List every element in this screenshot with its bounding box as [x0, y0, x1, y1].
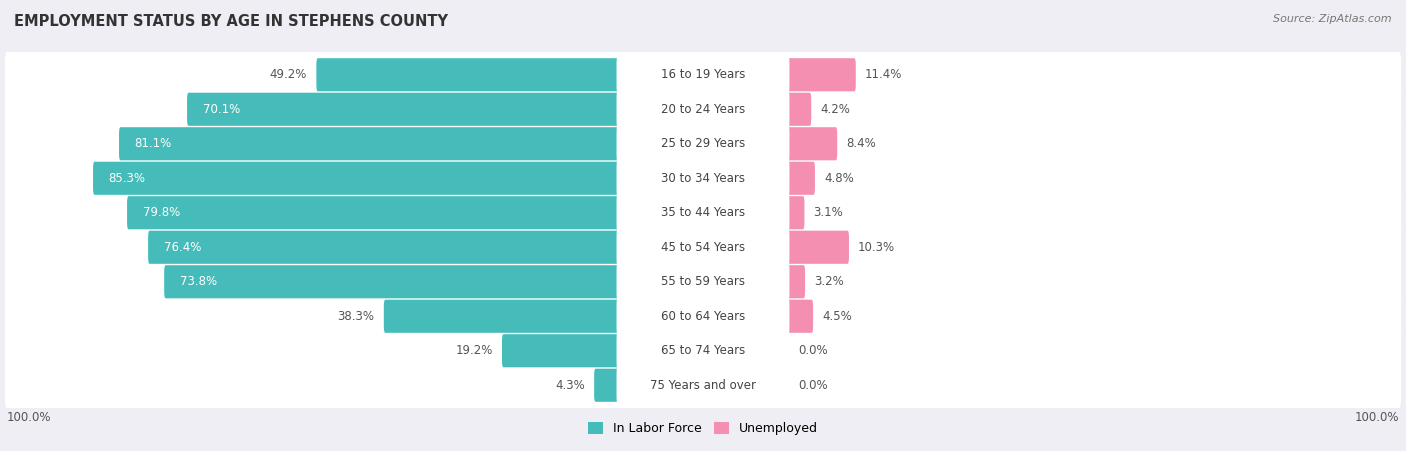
Text: 65 to 74 Years: 65 to 74 Years — [661, 344, 745, 357]
FancyBboxPatch shape — [617, 261, 790, 303]
FancyBboxPatch shape — [786, 265, 806, 298]
Text: 100.0%: 100.0% — [1354, 411, 1399, 424]
Text: 16 to 19 Years: 16 to 19 Years — [661, 68, 745, 81]
FancyBboxPatch shape — [6, 156, 1400, 201]
FancyBboxPatch shape — [617, 226, 790, 268]
FancyBboxPatch shape — [502, 334, 620, 367]
FancyBboxPatch shape — [786, 127, 837, 160]
Text: 3.1%: 3.1% — [814, 206, 844, 219]
Text: 45 to 54 Years: 45 to 54 Years — [661, 241, 745, 254]
Text: 30 to 34 Years: 30 to 34 Years — [661, 172, 745, 185]
Text: 60 to 64 Years: 60 to 64 Years — [661, 310, 745, 323]
Text: 35 to 44 Years: 35 to 44 Years — [661, 206, 745, 219]
FancyBboxPatch shape — [6, 363, 1400, 408]
FancyBboxPatch shape — [6, 87, 1400, 132]
Text: 100.0%: 100.0% — [7, 411, 52, 424]
Text: 55 to 59 Years: 55 to 59 Years — [661, 275, 745, 288]
FancyBboxPatch shape — [785, 369, 787, 402]
Text: 81.1%: 81.1% — [135, 137, 172, 150]
FancyBboxPatch shape — [785, 334, 787, 367]
Text: 38.3%: 38.3% — [337, 310, 374, 323]
FancyBboxPatch shape — [120, 127, 620, 160]
FancyBboxPatch shape — [93, 162, 620, 195]
Text: 4.8%: 4.8% — [824, 172, 853, 185]
FancyBboxPatch shape — [617, 123, 790, 165]
Legend: In Labor Force, Unemployed: In Labor Force, Unemployed — [583, 417, 823, 440]
Text: 25 to 29 Years: 25 to 29 Years — [661, 137, 745, 150]
FancyBboxPatch shape — [6, 190, 1400, 235]
FancyBboxPatch shape — [786, 58, 856, 92]
FancyBboxPatch shape — [384, 300, 620, 333]
Text: 3.2%: 3.2% — [814, 275, 844, 288]
Text: 0.0%: 0.0% — [799, 344, 828, 357]
FancyBboxPatch shape — [316, 58, 620, 92]
Text: 19.2%: 19.2% — [456, 344, 494, 357]
FancyBboxPatch shape — [617, 330, 790, 372]
Text: 20 to 24 Years: 20 to 24 Years — [661, 103, 745, 116]
FancyBboxPatch shape — [786, 162, 815, 195]
FancyBboxPatch shape — [6, 294, 1400, 339]
Text: 79.8%: 79.8% — [142, 206, 180, 219]
FancyBboxPatch shape — [617, 54, 790, 96]
Text: 4.3%: 4.3% — [555, 379, 585, 392]
Text: 4.5%: 4.5% — [823, 310, 852, 323]
FancyBboxPatch shape — [6, 328, 1400, 373]
Text: Source: ZipAtlas.com: Source: ZipAtlas.com — [1274, 14, 1392, 23]
FancyBboxPatch shape — [165, 265, 620, 298]
Text: 75 Years and over: 75 Years and over — [650, 379, 756, 392]
Text: 4.2%: 4.2% — [820, 103, 851, 116]
Text: 11.4%: 11.4% — [865, 68, 903, 81]
Text: 0.0%: 0.0% — [799, 379, 828, 392]
FancyBboxPatch shape — [786, 300, 813, 333]
Text: 70.1%: 70.1% — [202, 103, 240, 116]
Text: EMPLOYMENT STATUS BY AGE IN STEPHENS COUNTY: EMPLOYMENT STATUS BY AGE IN STEPHENS COU… — [14, 14, 449, 28]
Text: 73.8%: 73.8% — [180, 275, 217, 288]
FancyBboxPatch shape — [617, 364, 790, 406]
FancyBboxPatch shape — [786, 231, 849, 264]
FancyBboxPatch shape — [786, 93, 811, 126]
FancyBboxPatch shape — [617, 192, 790, 234]
FancyBboxPatch shape — [617, 157, 790, 199]
FancyBboxPatch shape — [148, 231, 620, 264]
Text: 76.4%: 76.4% — [163, 241, 201, 254]
FancyBboxPatch shape — [6, 225, 1400, 270]
FancyBboxPatch shape — [127, 196, 620, 229]
Text: 8.4%: 8.4% — [846, 137, 876, 150]
FancyBboxPatch shape — [6, 259, 1400, 304]
FancyBboxPatch shape — [786, 196, 804, 229]
FancyBboxPatch shape — [187, 93, 620, 126]
FancyBboxPatch shape — [595, 369, 620, 402]
FancyBboxPatch shape — [6, 121, 1400, 166]
Text: 10.3%: 10.3% — [858, 241, 896, 254]
Text: 49.2%: 49.2% — [270, 68, 308, 81]
FancyBboxPatch shape — [617, 295, 790, 337]
FancyBboxPatch shape — [6, 52, 1400, 97]
Text: 85.3%: 85.3% — [108, 172, 145, 185]
FancyBboxPatch shape — [617, 88, 790, 130]
